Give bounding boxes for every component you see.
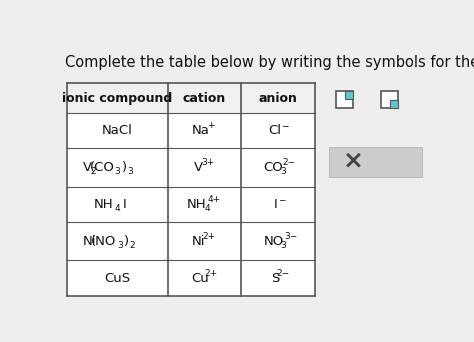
- Text: 2+: 2+: [204, 269, 217, 278]
- Bar: [67, 113, 315, 148]
- Text: ): ): [122, 161, 127, 174]
- Text: 3−: 3−: [284, 232, 297, 241]
- Text: 3: 3: [280, 168, 286, 176]
- Text: I: I: [122, 198, 126, 211]
- Text: 2: 2: [91, 168, 96, 176]
- Text: Cl: Cl: [269, 124, 282, 137]
- Text: 2−: 2−: [276, 269, 290, 278]
- Text: CO: CO: [264, 161, 283, 174]
- Text: NO: NO: [264, 235, 283, 248]
- Text: −: −: [278, 195, 286, 204]
- Text: −: −: [281, 121, 288, 130]
- Bar: [336, 91, 353, 108]
- Text: CuS: CuS: [104, 272, 130, 285]
- Text: 3: 3: [280, 241, 286, 250]
- Text: NH: NH: [187, 198, 207, 211]
- Text: 2: 2: [129, 241, 135, 250]
- Text: I: I: [274, 198, 278, 211]
- Text: (NO: (NO: [91, 235, 116, 248]
- Text: NH: NH: [93, 198, 113, 211]
- Bar: [67, 148, 315, 187]
- Text: +: +: [207, 121, 215, 130]
- Bar: [345, 91, 353, 99]
- Bar: [381, 91, 398, 108]
- Text: 3+: 3+: [201, 158, 214, 167]
- Text: V: V: [83, 161, 92, 174]
- Text: 4: 4: [115, 205, 120, 213]
- Bar: [390, 100, 398, 108]
- Text: 4+: 4+: [207, 195, 220, 204]
- Text: V: V: [194, 161, 203, 174]
- Text: 3: 3: [117, 241, 123, 250]
- Bar: [67, 222, 315, 261]
- Text: Cu: Cu: [191, 272, 209, 285]
- Text: (CO: (CO: [90, 161, 114, 174]
- Text: Ni: Ni: [191, 235, 205, 248]
- Text: Complete the table below by writing the symbols for the cation a: Complete the table below by writing the …: [65, 55, 474, 70]
- Bar: [67, 187, 315, 222]
- Text: NaCl: NaCl: [102, 124, 133, 137]
- Text: 2+: 2+: [203, 232, 216, 241]
- Text: Ni: Ni: [83, 235, 96, 248]
- Bar: [329, 147, 422, 176]
- Text: 3: 3: [115, 168, 120, 176]
- Text: 2−: 2−: [283, 158, 296, 167]
- Bar: [67, 83, 315, 113]
- Text: ): ): [124, 235, 129, 248]
- Text: Na: Na: [192, 124, 210, 137]
- Text: cation: cation: [183, 92, 226, 105]
- Text: anion: anion: [259, 92, 298, 105]
- Text: S: S: [271, 272, 279, 285]
- Text: ionic compound: ionic compound: [62, 92, 173, 105]
- Bar: [67, 261, 315, 296]
- Text: 3: 3: [127, 168, 133, 176]
- Text: ×: ×: [343, 148, 364, 172]
- Text: 4: 4: [205, 205, 210, 213]
